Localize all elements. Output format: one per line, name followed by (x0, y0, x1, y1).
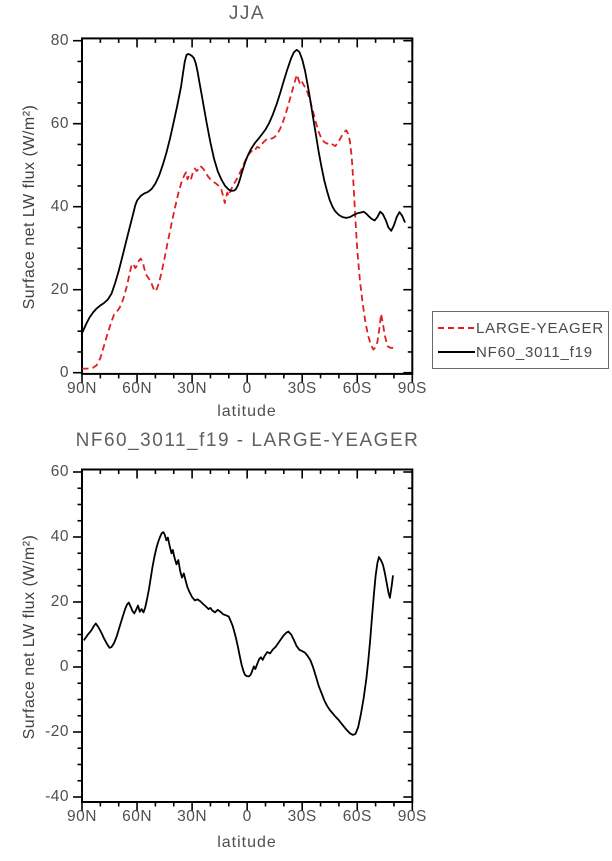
bottom-chart-y-axis-label: Surface net LW flux (W/m²) (21, 534, 38, 740)
bottom-chart-title: NF60_3011_f19 - LARGE-YEAGER (75, 430, 420, 451)
top-chart-x-axis-label: latitude (217, 403, 277, 420)
x-tick-label: 60S (342, 380, 372, 397)
legend-solid-black-line-sample (438, 351, 475, 353)
y-tick-label: 60 (50, 114, 69, 132)
legend-label-nf60: NF60_3011_f19 (476, 343, 593, 361)
y-tick-label: 80 (50, 31, 69, 49)
x-tick-label: 30S (287, 380, 317, 397)
x-tick-label: 0 (242, 380, 252, 397)
y-tick-label: 20 (50, 280, 69, 298)
legend-box: LARGE-YEAGER NF60_3011_f19 (432, 311, 609, 369)
y-tick-label: 40 (50, 197, 69, 215)
y-tick-label: 40 (50, 528, 69, 545)
x-tick-label: 90N (67, 808, 97, 825)
y-tick-label: -40 (45, 788, 69, 805)
x-tick-label: 60N (122, 808, 153, 825)
y-tick-label: 20 (50, 593, 69, 610)
x-tick-label: 30N (177, 808, 208, 825)
bottom-chart-x-axis-label: latitude (217, 834, 277, 851)
y-tick-label: -20 (45, 723, 69, 740)
legend-item-nf60: NF60_3011_f19 (433, 340, 608, 364)
legend-label-large-yeager: LARGE-YEAGER (476, 319, 604, 337)
legend-dashed-red-line-sample (438, 327, 475, 329)
x-tick-label: 90S (397, 808, 427, 825)
x-tick-label: 60N (122, 380, 153, 397)
y-tick-label: 0 (59, 363, 69, 381)
x-tick-label: 30N (177, 380, 208, 397)
x-tick-label: 0 (242, 808, 252, 825)
top-chart-title: JJA (228, 3, 266, 24)
y-tick-label: 0 (59, 658, 69, 675)
x-tick-label: 60S (342, 808, 372, 825)
x-tick-label: 30S (287, 808, 317, 825)
legend-item-large-yeager: LARGE-YEAGER (433, 316, 608, 340)
x-tick-label: 90S (397, 380, 427, 397)
x-tick-label: 90N (67, 380, 97, 397)
y-tick-label: 60 (50, 463, 69, 480)
